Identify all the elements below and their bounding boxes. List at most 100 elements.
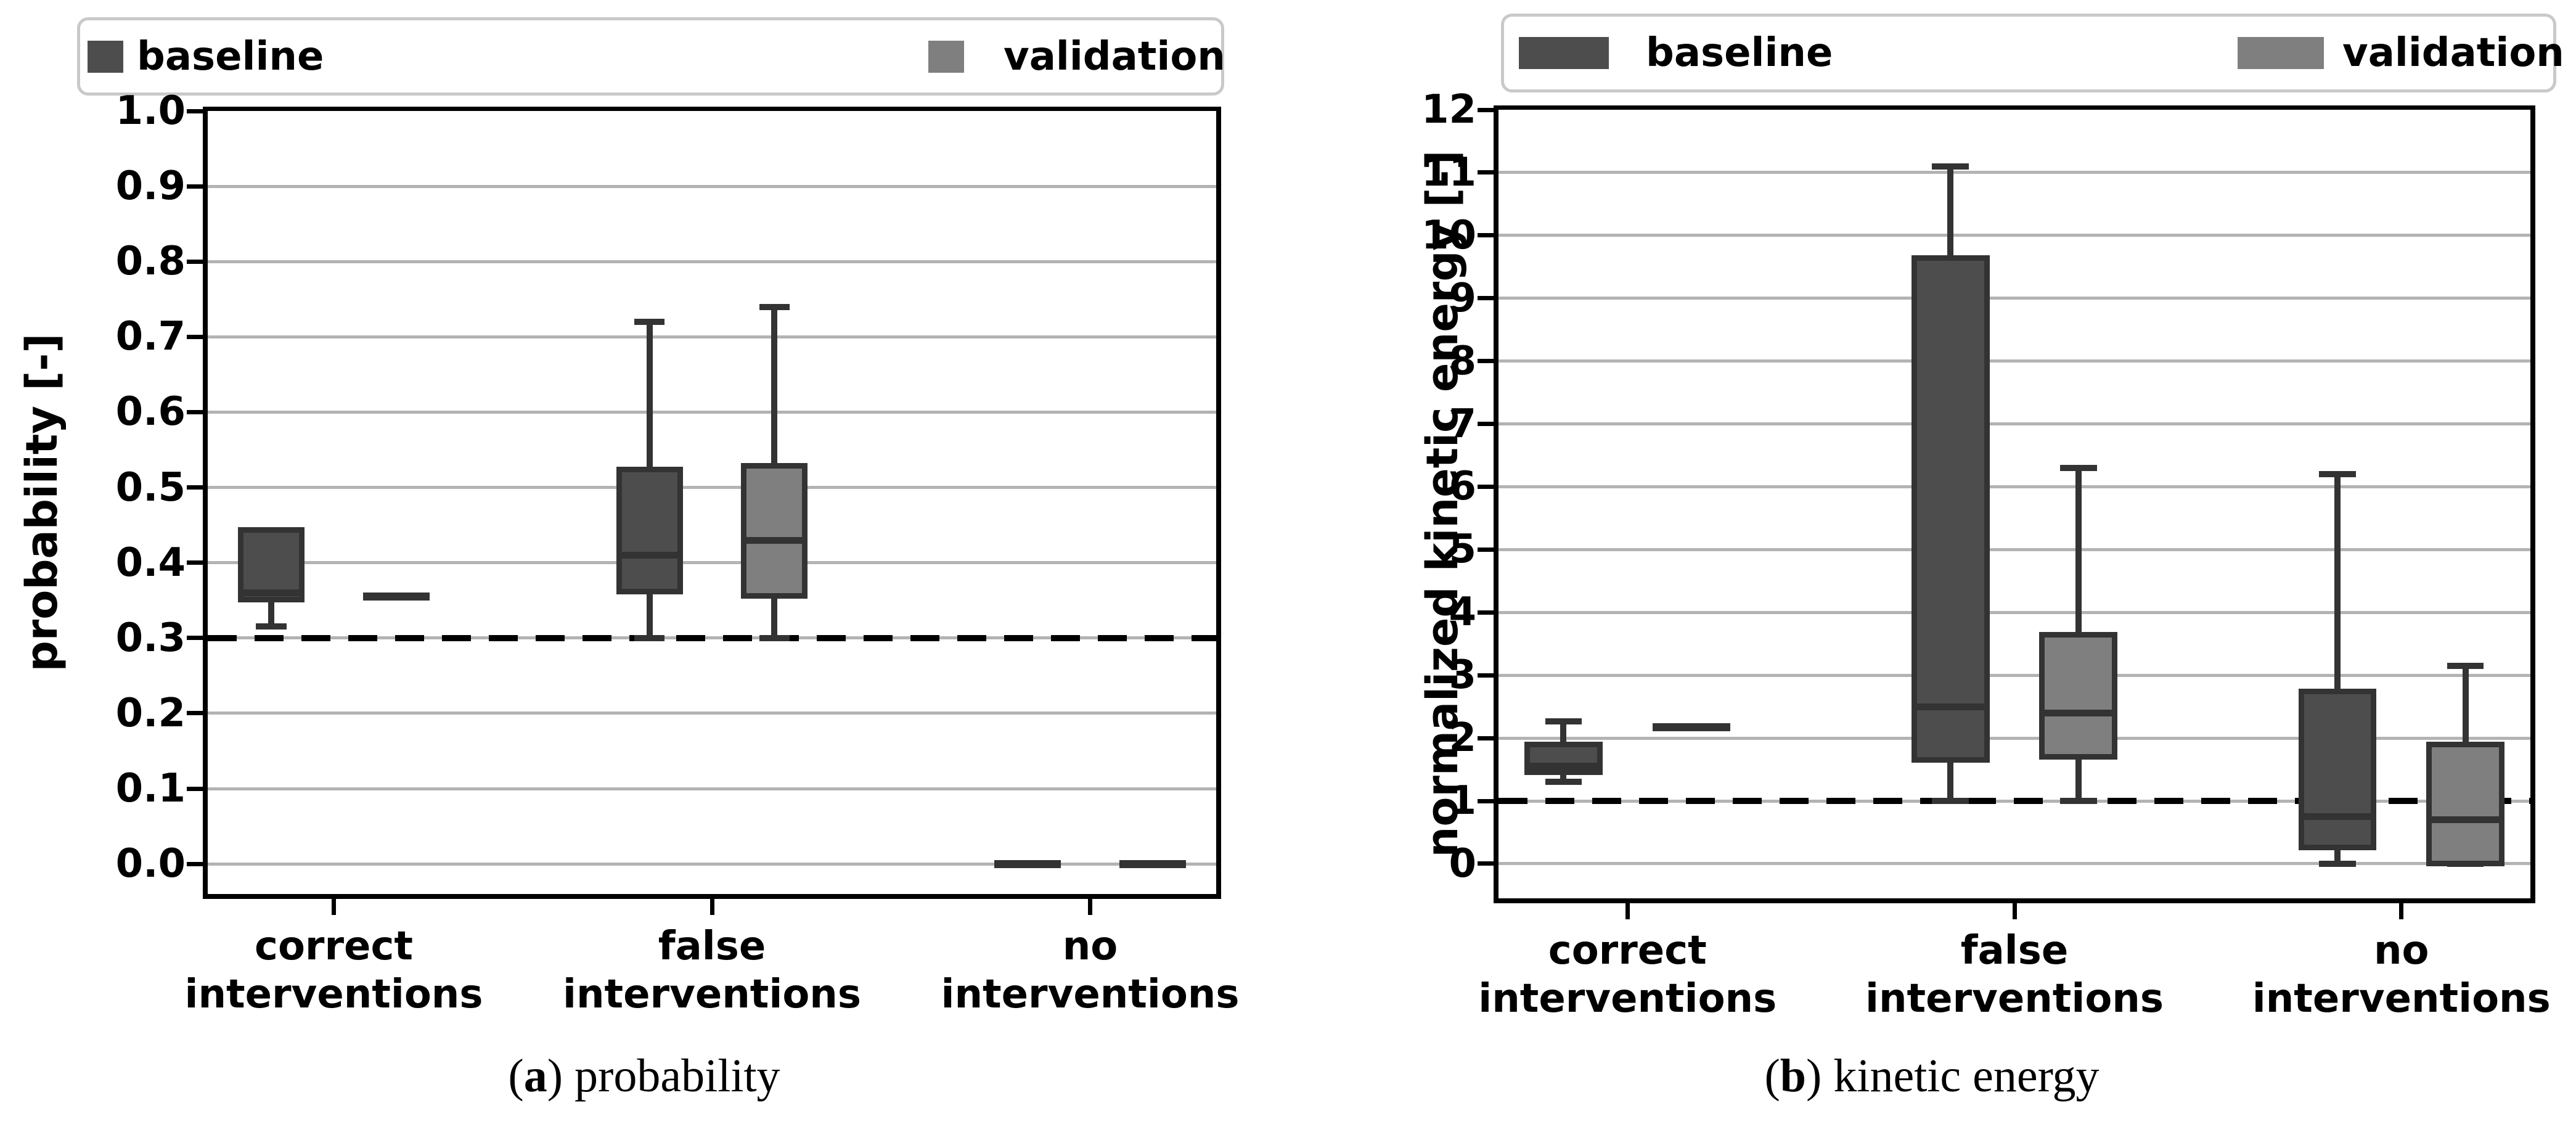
axis-spine-bottom <box>1494 898 2535 903</box>
y-tick-label: 0.7 <box>115 314 186 360</box>
axis-spine-top <box>203 107 1221 111</box>
flat-box-marker <box>1652 723 1731 732</box>
median-line <box>2298 813 2377 820</box>
y-tick <box>1478 359 1494 364</box>
y-tick-label: 0 <box>1449 840 1476 887</box>
y-tick <box>1478 547 1494 552</box>
median-line <box>616 551 683 559</box>
whisker-cap <box>2059 798 2097 805</box>
median-line <box>741 536 808 544</box>
caption-text-b: kinetic energy <box>1833 1050 2100 1102</box>
y-tick-label: 0.4 <box>115 539 186 586</box>
y-tick <box>1478 736 1494 740</box>
y-tick <box>187 786 203 791</box>
caption-b: (b) kinetic energy <box>1764 1050 2100 1102</box>
whisker-cap <box>2447 662 2484 669</box>
y-tick <box>1478 233 1494 238</box>
gridline <box>208 712 1216 715</box>
gridline <box>1499 359 2530 363</box>
y-tick <box>1478 422 1494 427</box>
caption-letter-a: a <box>523 1050 547 1102</box>
x-tick-label: correct interventions <box>1478 928 1777 1022</box>
gridline <box>1499 548 2530 551</box>
y-tick <box>187 560 203 565</box>
y-tick-label: 0.0 <box>115 841 186 887</box>
y-tick-label: 11 <box>1421 149 1476 195</box>
gridline <box>1499 862 2530 866</box>
y-tick-label: 1 <box>1449 778 1476 824</box>
y-tick <box>187 409 203 414</box>
y-tick <box>1478 610 1494 615</box>
whisker-cap <box>1932 163 1969 170</box>
box-baseline <box>2298 688 2377 851</box>
flat-box-marker <box>362 593 430 601</box>
whisker-stem <box>1560 721 1567 748</box>
y-tick-label: 0.2 <box>115 690 186 736</box>
y-tick-label: 7 <box>1449 401 1476 447</box>
gridline <box>1499 673 2530 677</box>
whisker-cap <box>2059 464 2097 471</box>
box-baseline <box>1911 255 1990 763</box>
whisker-stem <box>646 589 653 638</box>
y-tick-label: 0.1 <box>115 766 186 812</box>
x-tick-label: correct interventions <box>184 924 483 1017</box>
whisker-cap <box>634 318 665 325</box>
gridline <box>1499 610 2530 614</box>
y-tick <box>1478 484 1494 489</box>
y-tick-label: 9 <box>1449 275 1476 321</box>
y-tick-label: 0.9 <box>115 163 186 210</box>
gridline <box>1499 422 2530 426</box>
x-tick <box>1625 903 1630 919</box>
legend-swatch-baseline <box>88 40 123 73</box>
y-tick <box>1478 107 1494 112</box>
gridline <box>1499 297 2530 300</box>
y-tick-label: 5 <box>1449 527 1476 573</box>
reference-dashed-line <box>1499 798 2530 805</box>
whisker-cap <box>759 634 790 641</box>
gridline <box>208 260 1216 263</box>
median-line <box>1911 703 1990 710</box>
whisker-cap <box>1545 779 1582 785</box>
legend-label-validation: validation <box>1004 33 1225 80</box>
y-tick-label: 10 <box>1421 212 1476 258</box>
y-tick <box>187 861 203 866</box>
y-tick <box>187 109 203 113</box>
whisker-stem <box>646 321 653 473</box>
median-line <box>2426 816 2504 824</box>
y-tick-label: 8 <box>1449 338 1476 384</box>
whisker-stem <box>771 593 778 638</box>
whisker-stem <box>268 596 275 627</box>
whisker-cap <box>759 303 790 310</box>
legend-b: baseline validation <box>1501 14 2564 92</box>
y-tick <box>187 485 203 490</box>
whisker-stem <box>2075 753 2082 802</box>
whisker-stem <box>771 306 778 469</box>
y-tick-label: 0.6 <box>115 389 186 435</box>
gridline <box>208 410 1216 414</box>
x-tick-label: false interventions <box>1865 928 2164 1022</box>
y-tick <box>187 259 203 264</box>
axis-spine-left <box>1494 105 1499 903</box>
legend-swatch-validation <box>928 40 964 73</box>
axis-spine-bottom <box>203 894 1221 899</box>
x-tick-label: no interventions <box>941 924 1240 1017</box>
gridline <box>1499 171 2530 174</box>
y-tick-label: 0.5 <box>115 464 186 511</box>
x-tick <box>332 899 336 915</box>
legend-label-validation: validation <box>2342 30 2564 76</box>
axis-spine-right <box>1216 107 1221 899</box>
whisker-cap <box>1545 718 1582 724</box>
y-tick-label: 0.8 <box>115 239 186 285</box>
y-tick <box>187 636 203 641</box>
y-tick-label: 12 <box>1421 87 1476 133</box>
box-baseline <box>616 467 683 595</box>
y-tick-label: 1.0 <box>115 88 186 134</box>
legend-label-baseline: baseline <box>137 33 324 80</box>
x-tick-label: false interventions <box>563 924 861 1017</box>
flat-box-marker <box>994 859 1061 868</box>
y-tick-label: 4 <box>1449 589 1476 636</box>
reference-dashed-line <box>208 634 1216 641</box>
caption-text-a: probability <box>574 1050 780 1102</box>
whisker-stem <box>2334 474 2341 694</box>
